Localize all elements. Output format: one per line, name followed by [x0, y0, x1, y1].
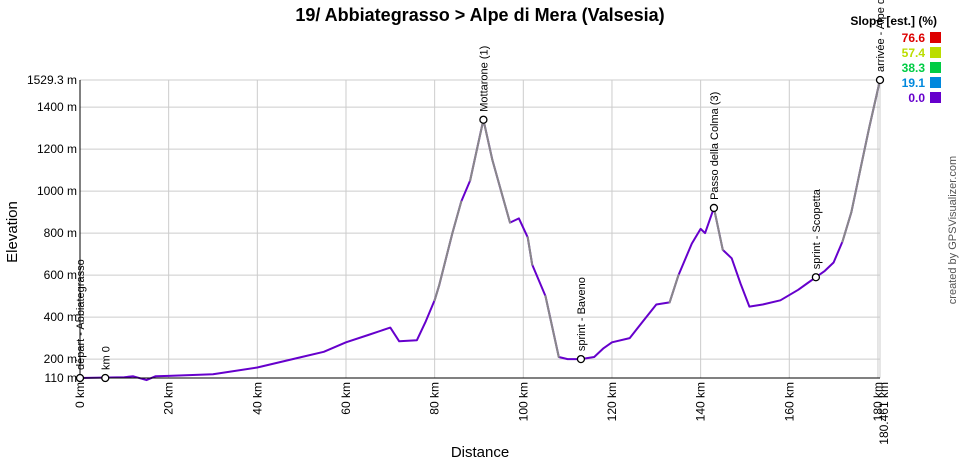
waypoint-label: Passo della Colma (3)	[709, 92, 721, 200]
legend-swatch	[930, 92, 941, 103]
elevation-segment	[668, 274, 680, 304]
elevation-segment	[433, 284, 441, 302]
waypoint-marker	[75, 373, 85, 383]
x-tick-label: 160 km	[782, 382, 796, 421]
elevation-segment	[500, 190, 512, 224]
legend-swatch	[930, 47, 941, 58]
legend-value: 76.6	[902, 31, 926, 45]
credit-text: created by GPSVisualizer.com	[947, 156, 959, 304]
x-tick-label: 180 km	[871, 382, 885, 421]
elevation-segment	[469, 118, 485, 182]
waypoint-marker	[709, 203, 719, 213]
elevation-segment	[868, 79, 881, 130]
chart-title: 19/ Abbiategrasso > Alpe di Mera (Valses…	[295, 5, 664, 25]
x-tick-label: 140 km	[694, 382, 708, 421]
waypoint-label: km 0	[100, 346, 112, 370]
elevation-segment	[491, 158, 503, 193]
axes	[79, 80, 880, 379]
elevation-segment	[850, 169, 862, 214]
waypoint-marker	[479, 115, 488, 124]
legend-swatch	[930, 62, 941, 73]
tick-labels: 0 km 20 km 40 km 60 km 80 km 100 km 120 km 140 …	[27, 73, 891, 445]
waypoint-marker	[101, 373, 110, 383]
elevation-series	[79, 79, 881, 382]
elevation-segment	[841, 211, 853, 243]
waypoints: départ - Abbiategrasso km 0 Mottarone (1) s…	[75, 0, 887, 383]
y-tick-label: 1000 m	[37, 184, 77, 198]
y-tick-label: 200 m	[44, 352, 77, 366]
x-tick-label: 120 km	[605, 382, 619, 421]
x-tick-label: 100 km	[516, 382, 530, 421]
legend-swatch	[930, 77, 941, 88]
y-tick-label: 600 m	[44, 268, 77, 282]
grid-lines	[79, 79, 881, 379]
x-tick-label: 180.461 km	[877, 382, 891, 445]
elevation-segment	[482, 118, 494, 161]
waypoint-label: sprint - Scopetta	[811, 188, 823, 269]
x-tick-label: 40 km	[250, 382, 264, 415]
x-tick-label: 20 km	[162, 382, 176, 415]
y-tick-label: 1200 m	[37, 142, 77, 156]
waypoint-marker	[811, 273, 821, 282]
legend-title: Slope [est.] (%)	[850, 14, 937, 28]
y-tick-label: 1400 m	[37, 100, 77, 114]
slope-legend: Slope [est.] (%) 76.657.438.319.10.0	[850, 14, 941, 105]
legend-value: 57.4	[902, 46, 926, 60]
elevation-segment	[859, 127, 871, 172]
elevation-segment	[451, 200, 463, 235]
elevation-segment	[438, 232, 454, 287]
elevation-segment	[526, 236, 534, 266]
legend-swatch	[930, 32, 941, 43]
waypoint-label: Mottarone (1)	[478, 46, 490, 112]
x-tick-label: 80 km	[428, 382, 442, 415]
x-axis-label: Distance	[451, 444, 509, 460]
elevation-segment	[712, 206, 724, 251]
y-tick-label: 800 m	[44, 226, 77, 240]
waypoint-marker	[576, 354, 586, 364]
waypoint-label: arrivée - Alpe di Mera	[875, 0, 887, 72]
legend-value: 38.3	[902, 61, 926, 75]
y-tick-label: 400 m	[44, 310, 77, 324]
waypoint-label: sprint - Baveno	[576, 277, 588, 351]
x-tick-label: 60 km	[339, 382, 353, 415]
y-tick-label: 1529.3 m	[27, 73, 77, 87]
x-tick-label: 0 km	[73, 382, 87, 408]
legend-value: 0.0	[908, 91, 925, 105]
waypoint-label: départ - Abbiategrasso	[75, 259, 87, 370]
y-axis-label: Elevation	[4, 201, 21, 263]
waypoint-marker	[875, 75, 885, 85]
y-tick-label: 110 m	[45, 371, 77, 385]
elevation-segment	[544, 295, 560, 359]
legend-value: 19.1	[902, 76, 926, 90]
elevation-line	[79, 79, 881, 382]
